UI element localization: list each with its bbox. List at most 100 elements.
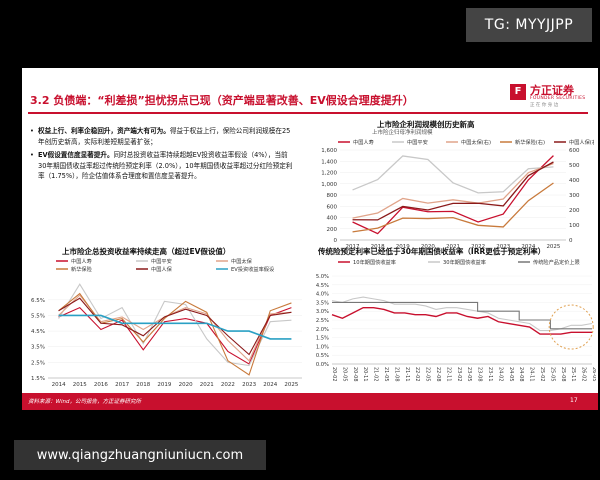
x-tick: 20-05 [341, 367, 347, 382]
x-tick: 21-11 [404, 367, 410, 382]
pricing-rate-chart: 0.0% 0.5% 1.0% 1.5% 2.0% 2.5% 3.0% 3.5% 4.0% 4.5%… [316, 258, 596, 382]
legend-label: 中国人寿 [353, 138, 374, 146]
bullet-list: 权益上行、利率企稳回升，资产端大有可为。得益于权益上行，保险公司利润规模在25年… [30, 126, 296, 185]
bullet-text: 同时总投资收益率持续超越EV投资收益率假设（4%），当前30年期国债收益率超过传… [38, 151, 293, 180]
title-divider [28, 112, 588, 114]
y-tick: 4.5% [31, 329, 45, 335]
bullet-bold: 权益上行、利率企稳回升，资产端大有可为。 [38, 127, 170, 135]
chart-subtitle: 上市险企归母净利润规模 [372, 128, 433, 136]
y-tick: 2.0% [316, 327, 329, 333]
x-tick: 2024 [521, 244, 535, 248]
footer-source: 资料来源：Wind，公司报告，方正证券研究所 [28, 399, 141, 405]
legend-label: 新华保险(右) [515, 138, 545, 146]
y-tick: 4.0% [316, 292, 329, 298]
tg-banner: TG: MYYJJPP [466, 8, 592, 42]
y-tick: 4.5% [316, 283, 329, 289]
x-tick: 2016 [94, 382, 108, 388]
series-line [352, 155, 554, 235]
y-tick: 1.5% [31, 376, 45, 382]
x-tick: 2024 [263, 382, 277, 388]
series-line [352, 162, 554, 219]
x-tick: 2020 [421, 244, 435, 248]
y-tick: 6.5% [31, 298, 45, 304]
x-tick: 21-02 [373, 367, 379, 382]
x-tick: 26-05 [591, 367, 596, 382]
series-line [331, 296, 593, 332]
y-tick: 3.5% [31, 345, 45, 351]
x-tick: 2019 [157, 382, 171, 388]
legend-label: 中国人保(右) [569, 138, 594, 146]
y-tick: 1.0% [316, 344, 329, 350]
legend-label: 新华保险 [71, 265, 93, 273]
x-tick: 20-08 [352, 367, 358, 382]
x-tick: 2022 [221, 382, 235, 388]
series-line [352, 161, 554, 221]
x-tick: 2015 [73, 382, 87, 388]
y-tick-right: 200 [569, 208, 580, 214]
legend-label: 中国平安 [407, 138, 428, 146]
y-tick: 0.5% [316, 353, 329, 359]
series-line [58, 283, 292, 367]
site-banner: www.qiangzhuangniuniucn.com [14, 440, 266, 470]
bullet-text: 得益于权益上行，保险公司利润规模在25年创历史新高，实际利差短期显著扩张； [38, 127, 291, 146]
x-tick: 2019 [396, 244, 410, 248]
y-tick-right: 0 [569, 238, 573, 244]
x-tick: 26-02 [581, 367, 587, 382]
x-tick: 2022 [471, 244, 485, 248]
logo-name: 方正证券 [530, 84, 574, 97]
x-tick: 24-05 [508, 367, 514, 382]
chart-title-investment-yield: 上市险企总投资收益率持续走高（超过EV假设值） [62, 247, 231, 256]
x-tick: 22-05 [425, 367, 431, 382]
legend-label: 中国平安 [151, 257, 172, 265]
logo-mark-icon: F [510, 84, 526, 100]
y-tick: 1.5% [316, 336, 329, 342]
x-tick: 2018 [371, 244, 385, 248]
series-line [331, 306, 592, 335]
x-tick: 25-11 [570, 367, 576, 382]
report-slide: 3.2 负债端：“利差损”担忧拐点已现（资产端显著改善、EV假设合理度提升） F… [22, 68, 598, 410]
x-tick: 2021 [200, 382, 214, 388]
series-line [352, 182, 554, 233]
x-tick: 25-08 [560, 367, 566, 382]
y-tick-left: 1,600 [321, 148, 337, 154]
series-line [352, 155, 554, 194]
x-tick: 2017 [346, 244, 360, 248]
bullet-item: EV假设置信度显著提升。同时总投资收益率持续超越EV投资收益率假设（4%），当前… [30, 150, 296, 182]
y-tick: 5.5% [31, 313, 45, 319]
y-tick: 5.0% [316, 274, 329, 280]
x-tick: 21-08 [393, 367, 399, 382]
x-tick: 2025 [546, 244, 560, 248]
y-tick-right: 500 [569, 163, 580, 169]
y-tick: 0.0% [316, 362, 329, 368]
y-tick-left: 800 [327, 193, 338, 199]
page-number: 17 [570, 397, 578, 404]
x-tick: 24-02 [497, 367, 503, 382]
investment-yield-chart: 1.5% 2.5% 3.5% 4.5% 5.5% 6.5% 2014 2015 2016 2017… [31, 257, 302, 388]
company-logo: F 方正证券 FOUNDER SECURITIES 正 在 你 身 边 [510, 82, 590, 108]
y-tick-left: 600 [327, 204, 338, 210]
series-line [58, 314, 292, 340]
bullet-bold: EV假设置信度显著提升。 [38, 151, 114, 159]
y-tick-right: 100 [569, 223, 580, 229]
x-tick: 2021 [446, 244, 460, 248]
x-tick: 2014 [52, 382, 66, 388]
y-tick-left: 0 [334, 238, 338, 244]
x-tick: 24-08 [518, 367, 524, 382]
bullet-item: 权益上行、利率企稳回升，资产端大有可为。得益于权益上行，保险公司利润规模在25年… [30, 126, 296, 147]
legend-label: 传统险产品定价上限 [533, 258, 580, 266]
x-tick: 20-02 [331, 367, 337, 382]
legend-label: EV投资收益率假设 [231, 265, 274, 273]
x-tick: 22-11 [445, 367, 451, 382]
x-tick: 20-11 [362, 367, 368, 382]
x-tick: 22-08 [435, 367, 441, 382]
x-tick: 2023 [242, 382, 256, 388]
y-tick-right: 400 [569, 178, 580, 184]
series-line [58, 294, 292, 362]
legend-label: 中国人保 [151, 265, 173, 273]
x-tick: 2020 [179, 382, 193, 388]
legend-label: 30年期国债收益率 [443, 258, 486, 266]
x-tick: 21-05 [383, 367, 389, 382]
legend-label: 中国太保(右) [461, 138, 491, 146]
y-tick-left: 1,000 [321, 182, 337, 188]
legend-label: 10年期国债收益率 [353, 258, 396, 266]
